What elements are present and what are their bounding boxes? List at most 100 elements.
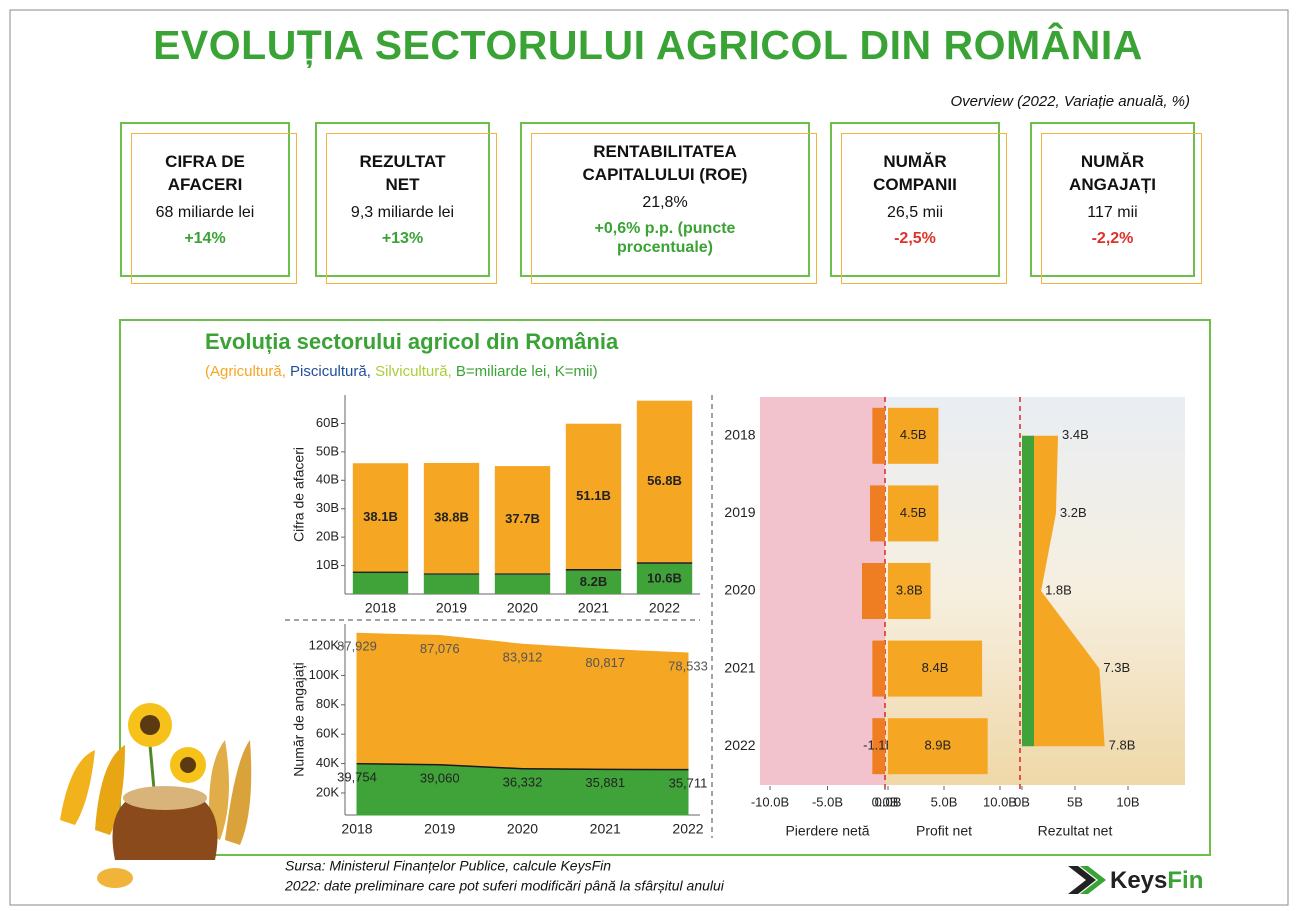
value-label: 38.8B (434, 510, 469, 525)
bar (566, 569, 621, 571)
x-tick-label: -5.0B (812, 794, 843, 809)
y-tick-label: 20B (316, 529, 339, 544)
x-tick-label: 2020 (507, 821, 538, 837)
kpi-label: RENTABILITATEA CAPITALULUI (ROE) (560, 141, 770, 187)
section-subtitle: (Agricultură, Piscicultură, Silvicultură… (205, 363, 598, 380)
kpi-label: NUMĂR ANGAJAȚI (1058, 151, 1168, 197)
y-axis-title: Număr de angajați (291, 662, 307, 776)
x-tick-label: 5.0B (931, 794, 958, 809)
kpi-change: +13% (382, 229, 423, 248)
x-axis-title: Profit net (916, 823, 972, 839)
bar (872, 408, 885, 464)
kpi-value: 68 miliarde lei (156, 204, 255, 222)
kpi-value: 9,3 miliarde lei (351, 204, 454, 222)
value-label: 3.8B (896, 582, 923, 597)
sunflower (180, 757, 196, 773)
bar (870, 485, 885, 541)
y-tick-label: 20K (316, 784, 339, 799)
title: EVOLUȚIA SECTORULUI AGRICOL DIN ROMÂNIA (0, 22, 1296, 69)
kpi-label: REZULTAT NET (348, 151, 458, 197)
kpi-value: 117 mii (1087, 204, 1137, 222)
logo-text: Keys (1110, 867, 1167, 894)
kpi-value: 26,5 mii (887, 204, 943, 222)
kpi-change: -2,5% (894, 229, 936, 248)
x-tick-label: 0.0B (875, 794, 902, 809)
x-tick-label: 2020 (507, 600, 538, 616)
bar (862, 563, 885, 619)
bar (424, 575, 479, 594)
infographic: Evoluția sectorului agricol din România … (0, 0, 1296, 911)
value-label: 3.4B (1062, 427, 1089, 442)
logo: KeysFin (1068, 866, 1203, 894)
subtitle-part: B=miliarde lei, K=mii) (456, 363, 598, 380)
kpi-value: 21,8% (642, 194, 687, 212)
y-axis-title: Cifra de afaceri (291, 447, 307, 542)
kpi-card: CIFRA DE AFACERI 68 miliarde lei +14% (120, 122, 290, 277)
value-label: 3.2B (1060, 505, 1087, 520)
bar (353, 573, 408, 594)
corn (60, 750, 95, 825)
page: Evoluția sectorului agricol {"header": {… (0, 0, 1296, 911)
subtitle-part: (Agricultură, (205, 363, 290, 380)
subtitle-part: Piscicultură, (290, 363, 375, 380)
sunflower (140, 715, 160, 735)
value-label: 7.8B (1109, 738, 1136, 753)
value-label: 8.9B (924, 738, 951, 753)
kpi-card: REZULTAT NET 9,3 miliarde lei +13% (315, 122, 490, 277)
kpi-label: CIFRA DE AFACERI (145, 151, 265, 197)
y-tick-label: 30B (316, 500, 339, 515)
bar (424, 573, 479, 574)
source: Sursa: Ministerul Finanțelor Publice, ca… (285, 858, 611, 874)
kpi-card: NUMĂR ANGAJAȚI 117 mii -2,2% (1030, 122, 1195, 277)
y-tick-label: 60K (316, 726, 339, 741)
value-label: 38.1B (363, 509, 398, 524)
x-tick-label: 2022 (672, 821, 703, 837)
body: Evoluția sectorului agricol din România … (0, 0, 1296, 911)
section-title: Evoluția sectorului agricol din România (205, 329, 619, 354)
seeds (123, 786, 207, 810)
value-label: 87,076 (420, 641, 460, 656)
value-label: 10.6B (647, 570, 682, 585)
value-label: 1.8B (1045, 582, 1072, 597)
seeds (97, 868, 133, 888)
x-tick-label: 10.0B (983, 794, 1017, 809)
value-label: 56.8B (647, 473, 682, 488)
value-label: 35,711 (669, 775, 708, 790)
x-tick-label: 10B (1116, 794, 1139, 809)
x-tick-label: 2019 (424, 821, 455, 837)
value-label: 39,754 (337, 769, 377, 784)
illustration (60, 703, 251, 888)
y-tick-label: 2022 (724, 737, 755, 753)
kpi-change: +0,6% p.p. (puncte procentuale) (560, 219, 770, 257)
value-label: 7.3B (1103, 660, 1130, 675)
x-tick-label: 2019 (436, 600, 467, 616)
subtitle-part: Silvicultură, (375, 363, 456, 380)
x-tick-label: -10.0B (751, 794, 789, 809)
kpi-change: -2,2% (1092, 229, 1134, 248)
value-label: 37.7B (505, 511, 540, 526)
x-tick-label: 2022 (649, 600, 680, 616)
bar (353, 572, 408, 573)
x-tick-label: 5B (1067, 794, 1083, 809)
y-tick-label: 120K (309, 637, 340, 652)
bar (495, 575, 550, 594)
kpi-card: RENTABILITATEA CAPITALULUI (ROE) 21,8% +0,… (520, 122, 810, 277)
value-label: 8.4B (922, 660, 949, 675)
x-tick-label: 2018 (341, 821, 372, 837)
y-tick-label: 50B (316, 443, 339, 458)
x-axis-title: Pierdere netă (785, 823, 869, 839)
area (357, 764, 688, 815)
x-tick-label: 2018 (365, 600, 396, 616)
bar (637, 562, 692, 564)
value-label: 8.2B (580, 574, 607, 589)
value-label: 4.5B (900, 427, 927, 442)
value-label: 4.5B (900, 505, 927, 520)
x-tick-label: 2021 (578, 600, 609, 616)
x-axis-title: Rezultat net (1038, 823, 1113, 839)
kpi-change: +14% (184, 229, 225, 248)
y-tick-label: 2018 (724, 427, 755, 443)
value-label: 51.1B (576, 488, 611, 503)
x-tick-label: 0B (1014, 794, 1030, 809)
y-tick-label: 100K (309, 667, 340, 682)
note: 2022: date preliminare care pot suferi m… (284, 878, 725, 894)
